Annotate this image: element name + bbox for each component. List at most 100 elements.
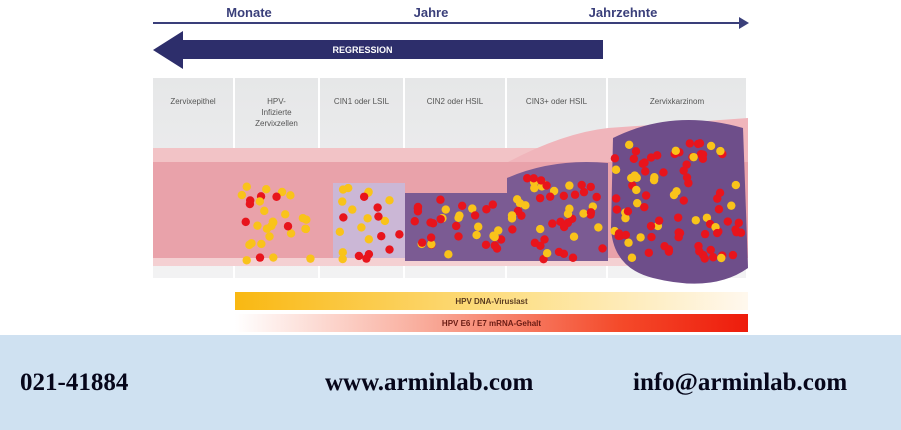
mrna-dot	[695, 139, 705, 148]
viral-dna-dot	[594, 223, 603, 232]
stage-label: Zervixepithel	[170, 97, 216, 106]
stages-panel: Zervixkarzinom CIN3+ oder HSIL CIN2 oder H…	[153, 78, 748, 288]
viral-dna-dot	[363, 214, 372, 223]
viral-dna-dot	[306, 254, 315, 263]
mrna-dot	[548, 219, 557, 228]
viral-dna-dot	[380, 216, 390, 226]
viral-dna-dot	[706, 141, 716, 151]
timeline-label-decades: Jahrzehnte	[588, 5, 658, 20]
viral-dna-dot	[262, 185, 271, 194]
mrna-dot	[554, 247, 564, 257]
mrna-dot	[417, 238, 427, 247]
mrna-dot	[452, 221, 461, 231]
mrna-dot	[685, 139, 695, 148]
mrna-dot	[646, 221, 656, 231]
mrna-dot	[700, 254, 709, 263]
mrna-dot	[523, 174, 532, 183]
viral-dna-dot	[727, 201, 736, 210]
viral-dna-dot	[242, 256, 251, 265]
mrna-dot	[490, 241, 500, 250]
mrna-dot	[373, 203, 382, 212]
viral-dna-dot	[569, 232, 579, 241]
mrna-dot	[488, 200, 498, 209]
email-link[interactable]: info@arminlab.com	[633, 369, 848, 396]
mrna-dot	[586, 208, 596, 217]
viral-dna-dot	[268, 217, 278, 226]
mrna-dot	[611, 194, 621, 203]
viral-dna-dot	[632, 198, 642, 208]
mrna-dot	[629, 154, 639, 163]
mrna-dot	[570, 190, 580, 199]
contact-footer: 021-41884 www.arminlab.com info@arminlab…	[0, 335, 901, 430]
mrna-dot	[530, 238, 540, 248]
viral-dna-dot	[335, 227, 345, 237]
website-link[interactable]: www.arminlab.com	[325, 369, 534, 396]
viral-dna-dot	[671, 146, 680, 156]
mrna-dot	[728, 250, 738, 260]
mrna-dot	[481, 240, 491, 250]
viral-dna-dot	[262, 224, 272, 233]
mrna-dot	[640, 158, 649, 167]
timeline-axis	[153, 22, 741, 24]
tissue-illustration	[153, 118, 748, 284]
viral-dna-dot	[530, 183, 539, 193]
mrna-dot	[586, 182, 595, 192]
mrna-dot	[385, 245, 394, 254]
mrna-dot	[359, 192, 369, 201]
mrna-dot	[631, 147, 641, 156]
mrna-dot	[457, 201, 467, 211]
mrna-dot	[644, 248, 654, 257]
mrna-dot	[283, 222, 293, 231]
mrna-dot	[641, 167, 650, 176]
viral-dna-dot	[627, 173, 636, 183]
regression-arrow-head	[153, 31, 183, 69]
stage-label: CIN1 oder LSIL	[333, 97, 390, 106]
viral-dna-dot	[298, 213, 308, 223]
phone-number: 021-41884	[20, 369, 129, 396]
viral-dna-dot	[512, 195, 522, 204]
viral-dna-dot	[253, 221, 262, 230]
viral-dna-dot	[474, 222, 483, 231]
viral-dna-dot	[265, 232, 274, 241]
viral-dna-dot	[621, 213, 630, 223]
mrna-dot	[654, 216, 664, 225]
viral-dna-dot	[472, 230, 481, 240]
mrna-dot	[410, 217, 419, 226]
stage-label: Zervixkarzinom	[649, 97, 705, 106]
viral-dna-dot	[338, 197, 347, 206]
mrna-dot	[496, 235, 506, 244]
mrna-dot	[679, 166, 688, 175]
mrna-dot	[579, 187, 589, 197]
mrna-dot	[679, 196, 688, 205]
mrna-dot	[559, 222, 569, 232]
mrna-dot	[621, 230, 631, 240]
mrna-dot	[436, 214, 445, 224]
viral-dna-dot	[260, 206, 269, 216]
viral-dna-dot	[245, 240, 254, 250]
viral-dna-dot	[542, 248, 552, 258]
regression-arrow: REGRESSION	[182, 40, 603, 59]
mrna-dot	[413, 202, 423, 212]
mrna-dot	[592, 192, 601, 202]
viral-dna-dot	[468, 204, 477, 213]
mrna-dot	[734, 218, 743, 228]
viral-dna-dot	[281, 210, 290, 219]
mrna-dot	[436, 195, 445, 204]
mrna-dot	[245, 199, 255, 209]
mrna-dot	[426, 233, 436, 242]
mrna-dot	[377, 232, 386, 241]
mrna-dot	[454, 232, 463, 241]
viral-dna-dot	[364, 235, 374, 244]
mrna-dot	[508, 225, 517, 234]
viral-dna-dot	[632, 185, 641, 195]
mrna-dot	[241, 217, 250, 227]
viral-dna-dot	[717, 253, 726, 263]
viral-dna-dot	[301, 224, 310, 234]
basement-membrane	[153, 258, 748, 266]
mrna-dot	[354, 251, 364, 261]
viral-dna-dot	[237, 190, 247, 200]
viral-dna-dot	[579, 209, 588, 218]
mrna-dot	[482, 205, 491, 214]
viral-dna-dot	[255, 197, 265, 206]
mrna-dot	[529, 174, 538, 183]
